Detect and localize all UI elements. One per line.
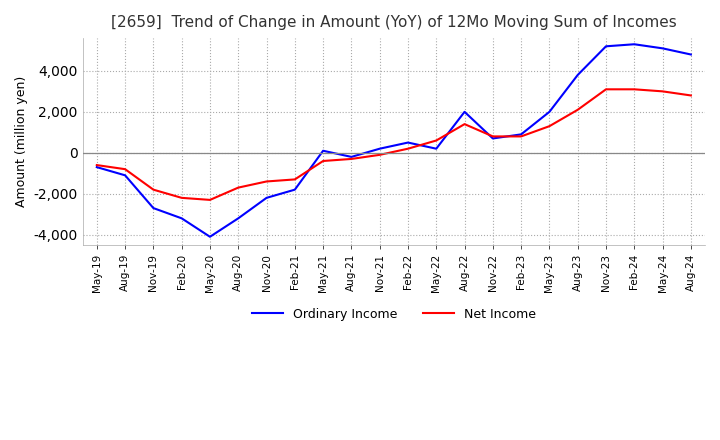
Ordinary Income <box>177 216 186 221</box>
Net Income <box>602 87 611 92</box>
Ordinary Income <box>573 72 582 77</box>
Net Income <box>404 146 413 151</box>
Net Income <box>290 177 299 182</box>
Ordinary Income <box>262 195 271 201</box>
Y-axis label: Amount (million yen): Amount (million yen) <box>15 76 28 207</box>
Ordinary Income <box>545 109 554 114</box>
Ordinary Income <box>290 187 299 192</box>
Net Income <box>432 138 441 143</box>
Ordinary Income <box>658 46 667 51</box>
Ordinary Income <box>489 136 498 141</box>
Net Income <box>517 134 526 139</box>
Ordinary Income <box>630 42 639 47</box>
Net Income <box>149 187 158 192</box>
Ordinary Income <box>92 165 101 170</box>
Ordinary Income <box>517 132 526 137</box>
Line: Net Income: Net Income <box>96 89 691 200</box>
Ordinary Income <box>206 234 215 239</box>
Net Income <box>630 87 639 92</box>
Net Income <box>262 179 271 184</box>
Net Income <box>489 134 498 139</box>
Ordinary Income <box>460 109 469 114</box>
Legend: Ordinary Income, Net Income: Ordinary Income, Net Income <box>247 303 541 326</box>
Net Income <box>319 158 328 164</box>
Ordinary Income <box>149 205 158 211</box>
Net Income <box>206 197 215 202</box>
Net Income <box>234 185 243 190</box>
Net Income <box>573 107 582 113</box>
Ordinary Income <box>602 44 611 49</box>
Ordinary Income <box>121 172 130 178</box>
Net Income <box>92 162 101 168</box>
Net Income <box>460 121 469 127</box>
Ordinary Income <box>319 148 328 154</box>
Ordinary Income <box>432 146 441 151</box>
Net Income <box>545 124 554 129</box>
Net Income <box>347 156 356 161</box>
Net Income <box>658 89 667 94</box>
Line: Ordinary Income: Ordinary Income <box>96 44 691 237</box>
Net Income <box>177 195 186 201</box>
Title: [2659]  Trend of Change in Amount (YoY) of 12Mo Moving Sum of Incomes: [2659] Trend of Change in Amount (YoY) o… <box>111 15 677 30</box>
Net Income <box>121 166 130 172</box>
Ordinary Income <box>404 140 413 145</box>
Ordinary Income <box>234 216 243 221</box>
Ordinary Income <box>687 52 696 57</box>
Net Income <box>687 93 696 98</box>
Net Income <box>375 152 384 158</box>
Ordinary Income <box>375 146 384 151</box>
Ordinary Income <box>347 154 356 160</box>
